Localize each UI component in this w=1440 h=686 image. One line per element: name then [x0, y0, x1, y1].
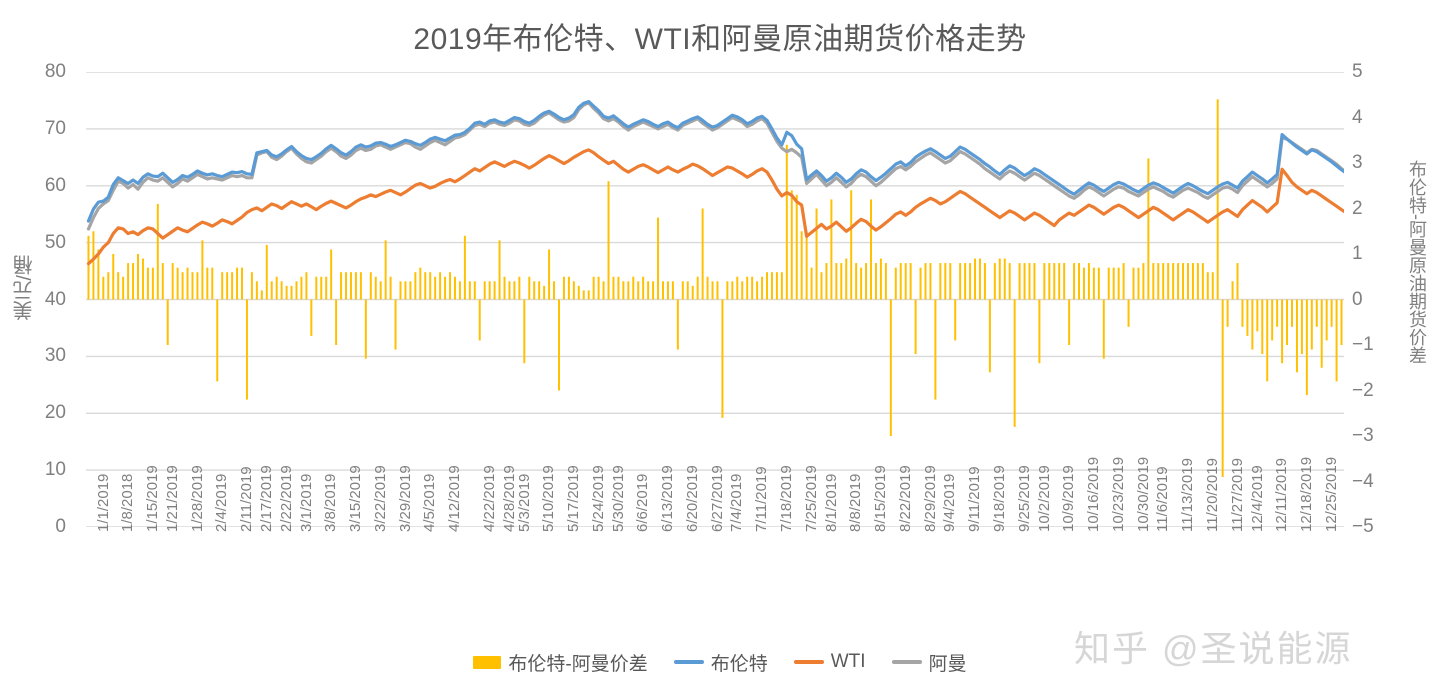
y-axis-title-right: 布伦特-阿曼原油期货价差: [1407, 160, 1427, 364]
y-tick-right: 2: [1352, 197, 1363, 219]
legend-label: 布伦特-阿曼价差: [508, 653, 648, 675]
x-tick-label: 7/11/2019: [753, 466, 771, 532]
x-tick-label: 9/25/2019: [1015, 465, 1033, 532]
x-tick-label: 11/6/2019: [1154, 466, 1172, 532]
x-tick-label: 5/17/2019: [565, 465, 582, 532]
x-tick-label: 3/15/2019: [347, 465, 365, 532]
legend-label: WTI: [830, 651, 866, 672]
price-lines: [86, 99, 1344, 266]
x-tick-label: 3/8/2019: [322, 473, 340, 532]
x-tick-label: 1/1/2019: [94, 473, 112, 532]
x-tick-label: 5/10/2019: [540, 465, 558, 532]
y-tick-right: 0: [1352, 288, 1363, 310]
y-tick-left: 0: [55, 516, 66, 537]
y-tick-left: 80: [44, 61, 66, 82]
y-axis-right-ticks: −5 −4 −3 −2 −1 0 1 2 3 4 5: [1352, 61, 1412, 537]
x-tick-label: 3/1/2019: [297, 473, 315, 532]
gridlines: [86, 72, 1344, 527]
chart-title: 2019年布伦特、WTI和阿曼原油期货价格走势: [413, 23, 1027, 56]
x-tick-label: 1/8/2018: [119, 473, 137, 532]
legend-bar-swatch: [473, 655, 502, 669]
y-tick-right: 4: [1352, 106, 1363, 128]
x-tick-label: 7/18/2019: [778, 465, 795, 532]
y-tick-left: 40: [44, 288, 66, 310]
x-tick-label: 5/24/2019: [589, 465, 607, 532]
x-tick-label: 8/15/2019: [872, 465, 890, 532]
x-tick-label: 10/9/2019: [1060, 465, 1078, 532]
y-tick-left: 60: [44, 174, 66, 196]
legend-item[interactable]: WTI: [793, 651, 866, 673]
x-tick-label: 8/22/2019: [896, 465, 914, 532]
x-tick-label: 10/30/2019: [1134, 456, 1152, 532]
x-tick-label: 11/27/2019: [1228, 458, 1246, 532]
y-tick-right: −2: [1352, 379, 1374, 401]
x-tick-label: 3/22/2019: [371, 465, 389, 532]
x-tick-label: 7/25/2019: [802, 465, 820, 532]
legend-item[interactable]: 布伦特: [673, 649, 768, 676]
x-tick-label: 4/5/2019: [421, 473, 439, 532]
y-tick-right: −4: [1352, 470, 1374, 492]
x-tick-label: 2/22/2019: [277, 465, 295, 532]
y-tick-left: 30: [44, 345, 66, 367]
x-tick-label: 1/28/2019: [188, 465, 206, 532]
legend-label: 阿曼: [928, 653, 967, 675]
x-axis-ticks: 1/1/2019 1/8/2018 1/15/2019 1/21/2019 1/28/2…: [86, 457, 1344, 630]
x-tick-label: 11/20/2019: [1203, 458, 1221, 532]
x-tick-label: 4/22/2019: [480, 465, 498, 532]
x-tick-label: 10/16/2019: [1085, 456, 1102, 532]
y-tick-left: 10: [44, 459, 66, 481]
y-tick-right: −3: [1352, 425, 1374, 446]
x-tick-label: 5/3/2019: [515, 473, 533, 532]
x-tick-label: 6/6/2019: [634, 473, 652, 532]
x-tick-label: 3/29/2019: [396, 465, 414, 532]
x-tick-label: 8/1/2019: [822, 473, 840, 532]
legend-item[interactable]: 阿曼: [891, 649, 967, 676]
x-tick-label: 8/8/2019: [847, 473, 865, 532]
x-tick-label: 2/11/2019: [238, 466, 256, 532]
x-tick-label: 2/17/2019: [257, 465, 275, 532]
x-tick-label: 6/13/2019: [659, 465, 677, 532]
chart-legend: 布伦特-阿曼价差 布伦特 WTI 阿曼: [0, 648, 1440, 676]
x-tick-label: 4/12/2019: [446, 465, 464, 532]
x-tick-label: 1/15/2019: [144, 465, 161, 532]
x-tick-label: 5/30/2019: [609, 465, 627, 532]
x-tick-label: 12/25/2019: [1322, 456, 1340, 532]
legend-line-swatch: [891, 660, 922, 664]
x-tick-label: 1/21/2019: [163, 465, 181, 532]
x-tick-label: 6/20/2019: [683, 465, 701, 532]
y-tick-right: 3: [1352, 152, 1363, 173]
legend-line-swatch: [673, 660, 704, 664]
x-tick-label: 12/4/2019: [1248, 465, 1266, 532]
x-tick-label: 10/23/2019: [1109, 456, 1127, 532]
y-tick-left: 50: [44, 231, 66, 253]
x-tick-label: 9/4/2019: [941, 473, 959, 532]
x-tick-label: 2/4/2019: [213, 473, 231, 532]
y-tick-left: 20: [44, 402, 66, 424]
legend-label: 布伦特: [710, 653, 768, 675]
spread-bars: [87, 99, 1343, 477]
x-tick-label: 12/11/2019: [1273, 458, 1291, 532]
x-tick-label: 9/18/2019: [990, 465, 1008, 532]
y-tick-right: 1: [1352, 243, 1363, 264]
y-tick-left: 70: [44, 117, 66, 139]
x-tick-label: 7/4/2019: [728, 473, 746, 532]
x-tick-label: 10/2/2019: [1035, 465, 1053, 532]
x-tick-label: 12/18/2019: [1298, 456, 1315, 532]
plot-area: [86, 72, 1344, 527]
x-tick-label: 6/27/2019: [708, 465, 726, 532]
legend-item[interactable]: 布伦特-阿曼价差: [473, 649, 648, 676]
y-tick-right: 5: [1352, 61, 1363, 82]
y-axis-left-ticks: 0 10 20 30 40 50 60 70 80: [0, 61, 76, 537]
x-tick-label: 11/13/2019: [1179, 458, 1197, 532]
x-tick-label: 9/11/2019: [966, 466, 984, 532]
legend-line-swatch: [793, 660, 824, 664]
x-tick-label: 8/29/2019: [921, 465, 939, 532]
y-tick-right: −1: [1352, 334, 1374, 355]
y-tick-right: −5: [1352, 516, 1374, 537]
